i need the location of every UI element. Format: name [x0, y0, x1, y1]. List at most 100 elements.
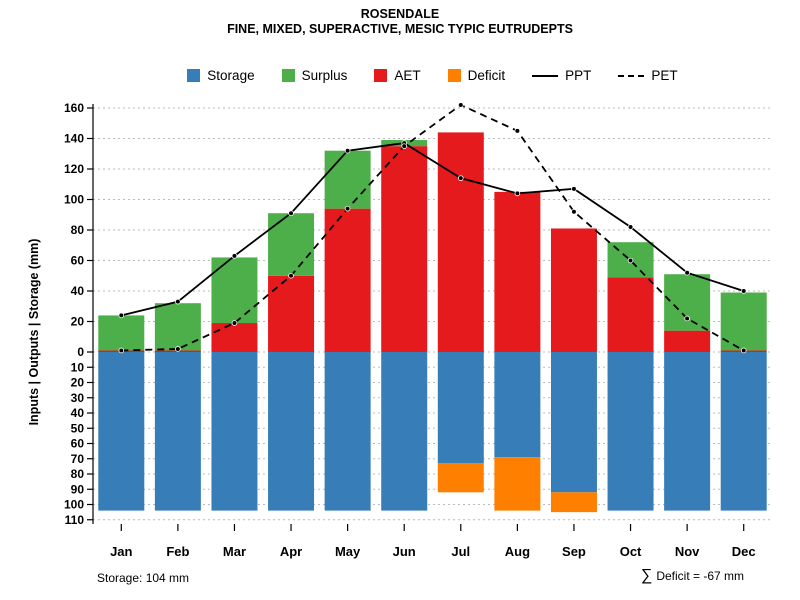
y-tick-label: 40 [71, 406, 85, 420]
pet-point [401, 143, 408, 149]
storage-swatch-icon [187, 69, 201, 82]
surplus-bar [211, 257, 258, 324]
ppt-point [175, 298, 181, 305]
legend-label: PET [651, 68, 678, 83]
surplus-swatch-icon [281, 69, 295, 82]
chart-subtitle: FINE, MIXED, SUPERACTIVE, MESIC TYPIC EU… [227, 22, 573, 36]
storage-note: Storage: 104 mm [97, 571, 190, 585]
aet-bar [437, 132, 484, 352]
surplus-bar [98, 315, 145, 351]
month-label: Oct [620, 544, 642, 559]
ppt-point [684, 269, 690, 276]
month-label: Aug [505, 544, 530, 559]
aet-bar [550, 228, 597, 352]
ppt-point [344, 147, 351, 154]
ppt-line-sample-icon [532, 74, 559, 77]
deficit-bar [437, 463, 484, 493]
pet-point [571, 208, 577, 215]
y-tick-label: 80 [71, 467, 85, 481]
aet-bar [494, 191, 541, 352]
legend-label: AET [394, 68, 421, 83]
ppt-point [627, 224, 634, 230]
aet-bar [268, 275, 315, 352]
pet-point [231, 320, 238, 326]
deficit-note: ∑ Deficit = -67 mm [641, 568, 744, 584]
storage-bar [607, 352, 654, 511]
storage-bar [268, 352, 315, 511]
storage-bar [720, 352, 767, 511]
pet-point [175, 346, 181, 352]
y-axis-title: Inputs | Outputs | Storage (mm) [27, 239, 41, 426]
axes: 0204060801001201401601020304050607080901… [27, 101, 756, 559]
aet-swatch-icon [374, 69, 388, 82]
month-label: Jan [110, 544, 132, 559]
month-label: Apr [280, 544, 302, 559]
aet-bar [324, 208, 371, 352]
pet-point [740, 347, 747, 354]
deficit-note-text: Deficit = -67 mm [656, 569, 744, 583]
y-tick-label: 90 [71, 482, 85, 496]
pet-point [288, 272, 294, 279]
y-tick-label: 60 [71, 254, 85, 268]
y-tick-label: 100 [64, 193, 84, 207]
storage-bar [381, 352, 428, 511]
ppt-point [514, 190, 521, 197]
deficit-swatch-icon [447, 69, 461, 82]
pet-point [514, 128, 521, 134]
legend-item-pet: PET [618, 68, 678, 83]
lines [118, 102, 747, 354]
chart-titles: ROSENDALE FINE, MIXED, SUPERACTIVE, MESI… [0, 7, 800, 37]
storage-bar [211, 352, 258, 511]
ppt-line [121, 142, 744, 317]
sigma-symbol: ∑ [640, 567, 653, 584]
surplus-bar [324, 150, 371, 209]
ppt-point [740, 288, 747, 294]
pet-point [684, 315, 690, 322]
pet-point [457, 102, 464, 108]
y-tick-label: 0 [77, 345, 84, 359]
month-label: Dec [732, 544, 756, 559]
legend-item-surplus: Surplus [281, 68, 348, 83]
chart-title: ROSENDALE [360, 7, 440, 21]
y-tick-label: 140 [64, 132, 84, 146]
month-label: Jul [451, 544, 470, 559]
pet-point [118, 347, 125, 354]
legend-label: Surplus [301, 68, 348, 83]
y-tick-label: 10 [71, 360, 85, 374]
storage-bar [324, 352, 371, 511]
month-label: Feb [166, 544, 189, 559]
month-label: Mar [223, 544, 246, 559]
ppt-point [571, 186, 577, 192]
y-tick-label: 160 [64, 101, 84, 115]
surplus-bar [268, 213, 315, 276]
y-tick-label: 30 [71, 391, 85, 405]
y-tick-label: 70 [71, 452, 85, 466]
y-tick-label: 50 [71, 421, 85, 435]
legend-item-deficit: Deficit [447, 68, 505, 83]
storage-bar [550, 352, 597, 493]
legend-label: PPT [565, 68, 592, 83]
bars [98, 132, 767, 513]
ppt-point [457, 175, 464, 181]
y-tick-label: 80 [71, 223, 85, 237]
month-label: Sep [562, 544, 586, 559]
pet-point [344, 205, 351, 212]
y-tick-label: 100 [64, 498, 84, 512]
aet-bar [381, 146, 428, 352]
deficit-bar [550, 492, 597, 513]
ppt-point [118, 312, 125, 319]
y-tick-label: 20 [71, 315, 85, 329]
month-label: Nov [675, 544, 700, 559]
legend-item-ppt: PPT [532, 68, 591, 83]
surplus-bar [664, 274, 711, 331]
y-tick-label: 110 [65, 513, 85, 527]
pet-line [121, 103, 745, 352]
y-tick-label: 40 [71, 284, 85, 298]
storage-bar [494, 352, 541, 458]
legend-item-aet: AET [374, 68, 421, 83]
gridlines [93, 107, 772, 521]
y-tick-label: 60 [71, 437, 85, 451]
chart-legend: Storage Surplus AET Deficit PPT PET [93, 68, 772, 83]
